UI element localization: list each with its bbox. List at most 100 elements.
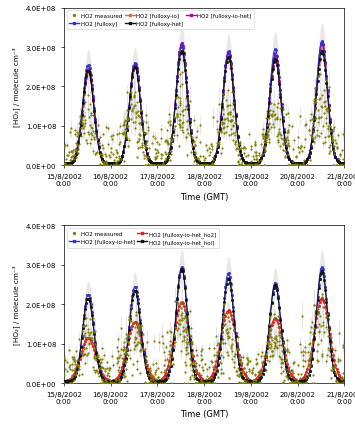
Point — [187, 362, 192, 369]
Point — [285, 348, 290, 354]
Point — [302, 343, 308, 350]
Point — [268, 327, 273, 334]
Point — [316, 357, 321, 364]
Point — [136, 325, 142, 332]
Point — [339, 162, 344, 169]
Point — [61, 144, 67, 151]
Point — [85, 107, 91, 114]
Point — [300, 362, 306, 369]
Point — [142, 362, 147, 368]
Point — [257, 367, 262, 374]
Point — [290, 367, 295, 374]
Point — [320, 92, 325, 99]
Point — [119, 130, 125, 137]
Point — [338, 163, 343, 170]
Point — [177, 83, 183, 90]
Point — [121, 374, 127, 380]
Point — [67, 163, 73, 170]
Point — [230, 130, 236, 137]
Point — [334, 145, 340, 152]
Point — [204, 380, 210, 387]
Point — [125, 331, 131, 338]
Point — [200, 163, 205, 170]
Point — [314, 357, 320, 364]
Point — [69, 150, 75, 156]
Point — [323, 104, 328, 111]
Point — [208, 358, 214, 365]
Point — [121, 122, 127, 129]
Point — [214, 127, 219, 134]
Point — [219, 145, 225, 152]
Point — [116, 155, 122, 162]
Point — [232, 351, 238, 357]
Point — [183, 103, 189, 110]
Point — [162, 138, 168, 145]
Point — [189, 144, 195, 150]
Point — [153, 380, 159, 387]
Point — [99, 158, 104, 165]
Point — [180, 124, 185, 131]
Point — [158, 136, 164, 143]
Point — [323, 121, 329, 127]
Point — [113, 377, 119, 383]
Point — [259, 152, 264, 158]
Point — [223, 327, 229, 334]
Point — [268, 112, 274, 119]
Point — [191, 153, 197, 160]
Point — [183, 362, 189, 368]
Point — [288, 366, 294, 373]
Point — [262, 144, 268, 151]
Point — [72, 358, 78, 365]
Point — [181, 337, 187, 343]
Point — [198, 163, 204, 170]
Point — [300, 161, 306, 167]
Point — [315, 119, 321, 126]
Point — [285, 137, 291, 144]
Point — [323, 358, 328, 365]
Point — [76, 121, 81, 128]
Point — [82, 330, 88, 337]
Point — [141, 152, 147, 159]
Point — [308, 328, 313, 335]
Point — [274, 344, 280, 351]
Point — [100, 365, 106, 371]
Point — [332, 151, 337, 158]
Point — [220, 92, 226, 99]
Point — [200, 366, 206, 373]
Point — [150, 163, 155, 170]
Point — [239, 371, 245, 377]
Point — [196, 370, 202, 377]
Point — [125, 378, 130, 385]
Point — [296, 380, 301, 387]
Point — [182, 106, 188, 113]
Point — [71, 367, 77, 374]
Point — [251, 380, 256, 387]
Point — [226, 318, 231, 325]
Point — [245, 357, 251, 364]
Point — [123, 127, 129, 134]
Point — [184, 339, 189, 346]
Point — [337, 153, 343, 159]
Point — [114, 344, 120, 351]
Point — [192, 380, 198, 387]
Point — [140, 331, 146, 337]
Point — [280, 339, 285, 345]
Point — [109, 145, 114, 152]
Point — [209, 160, 215, 167]
Point — [132, 126, 137, 132]
Point — [268, 334, 274, 340]
Point — [268, 314, 273, 320]
Point — [122, 350, 128, 357]
Point — [192, 155, 198, 162]
Point — [331, 124, 337, 131]
Point — [282, 149, 288, 155]
Point — [168, 141, 174, 147]
Point — [100, 161, 105, 168]
Point — [256, 380, 262, 386]
Point — [103, 163, 108, 170]
Point — [164, 356, 170, 363]
Point — [98, 359, 103, 366]
Point — [265, 340, 271, 347]
Point — [251, 380, 257, 387]
Point — [172, 124, 178, 130]
